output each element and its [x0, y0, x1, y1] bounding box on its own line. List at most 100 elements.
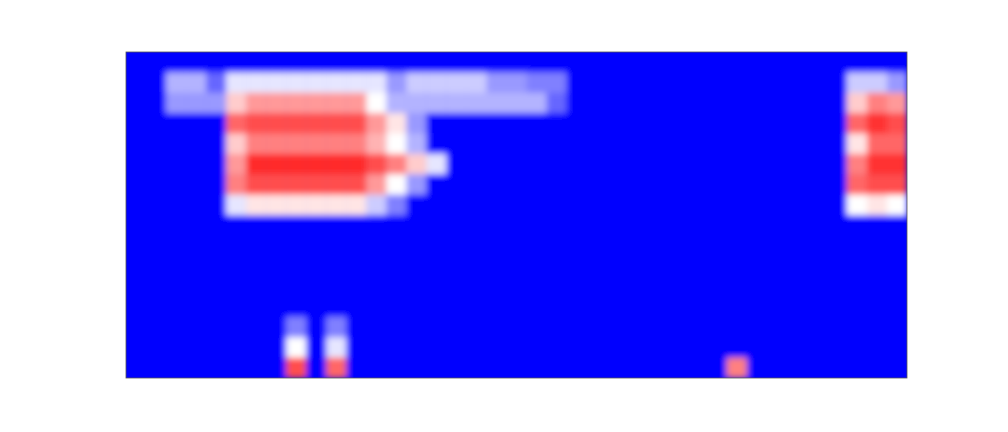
heat-cell — [266, 317, 287, 338]
heat-cell — [486, 154, 507, 175]
heat-cell — [567, 215, 588, 236]
heat-cell — [887, 195, 907, 216]
heat-cell — [366, 358, 387, 378]
heat-cell — [206, 72, 227, 93]
heat-cell — [206, 337, 227, 358]
heat-cell — [747, 317, 768, 338]
heat-cell — [446, 154, 467, 175]
heat-cell — [146, 52, 167, 73]
heat-cell — [326, 134, 347, 155]
heat-cell — [426, 134, 447, 155]
heat-cell — [527, 256, 548, 277]
heat-cell — [747, 52, 768, 73]
heat-cell — [246, 215, 267, 236]
heat-cell — [386, 154, 407, 175]
heat-cell — [647, 256, 668, 277]
heat-cell — [787, 93, 808, 114]
heat-cell — [527, 276, 548, 297]
heat-cell — [567, 358, 588, 378]
heat-cell — [306, 297, 327, 318]
heat-cell — [386, 235, 407, 256]
heat-cell — [506, 134, 527, 155]
heat-cell — [506, 113, 527, 134]
heat-cell — [867, 134, 888, 155]
heat-cell — [787, 297, 808, 318]
heat-cell — [527, 72, 548, 93]
heat-cell — [446, 358, 467, 378]
heat-cell — [226, 297, 247, 318]
heat-cell — [607, 113, 628, 134]
heat-cell — [687, 358, 708, 378]
heat-cell — [607, 358, 628, 378]
heat-cell — [887, 154, 907, 175]
heat-cell — [226, 154, 247, 175]
heat-cell — [466, 276, 487, 297]
heat-cell — [687, 235, 708, 256]
heat-cell — [246, 93, 267, 114]
heat-cell — [226, 358, 247, 378]
heat-cell — [466, 215, 487, 236]
heat-cell — [707, 215, 728, 236]
heat-cell — [667, 154, 688, 175]
heat-cell — [466, 113, 487, 134]
heat-cell — [767, 317, 788, 338]
heat-cell — [326, 93, 347, 114]
heat-cell — [386, 256, 407, 277]
heat-cell — [486, 174, 507, 195]
heat-cell — [306, 154, 327, 175]
heat-cell — [767, 235, 788, 256]
heat-cell — [567, 134, 588, 155]
heat-cell — [627, 52, 648, 73]
heat-cell — [166, 337, 187, 358]
heat-cell — [246, 52, 267, 73]
heat-cell — [266, 195, 287, 216]
heat-cell — [827, 358, 848, 378]
heat-cell — [787, 72, 808, 93]
heat-cell — [366, 174, 387, 195]
heat-cell — [386, 113, 407, 134]
heat-cell — [767, 276, 788, 297]
heat-cell — [306, 174, 327, 195]
heat-cell — [266, 134, 287, 155]
heat-cell — [627, 93, 648, 114]
heat-cell — [306, 72, 327, 93]
heat-cell — [667, 297, 688, 318]
heat-cell — [426, 174, 447, 195]
heat-cell — [887, 358, 907, 378]
heat-cell — [346, 113, 367, 134]
heat-cell — [246, 154, 267, 175]
heat-cell — [887, 52, 907, 73]
heat-cell — [587, 154, 608, 175]
heat-cell — [867, 235, 888, 256]
heat-cell — [827, 52, 848, 73]
heat-cell — [486, 276, 507, 297]
heat-cell — [527, 52, 548, 73]
heat-cell — [547, 256, 568, 277]
heat-cell — [346, 154, 367, 175]
heat-cell — [707, 337, 728, 358]
heat-cell — [527, 174, 548, 195]
heat-cell — [266, 174, 287, 195]
heat-cell — [567, 276, 588, 297]
heat-cell — [827, 297, 848, 318]
heat-cell — [827, 317, 848, 338]
heat-cell — [506, 276, 527, 297]
heat-cell — [206, 358, 227, 378]
heat-cell — [166, 72, 187, 93]
heat-cell — [206, 256, 227, 277]
heat-cell — [286, 113, 307, 134]
heat-cell — [787, 215, 808, 236]
heat-cell — [527, 195, 548, 216]
heat-cell — [246, 195, 267, 216]
heat-cell — [426, 215, 447, 236]
heat-cell — [346, 256, 367, 277]
heat-cell — [667, 235, 688, 256]
heat-cell — [687, 256, 708, 277]
heat-cell — [386, 174, 407, 195]
heat-cell — [426, 337, 447, 358]
heat-cell — [747, 215, 768, 236]
heat-cell — [607, 297, 628, 318]
heat-cell — [807, 195, 828, 216]
heat-cell — [767, 113, 788, 134]
heat-cell — [827, 337, 848, 358]
